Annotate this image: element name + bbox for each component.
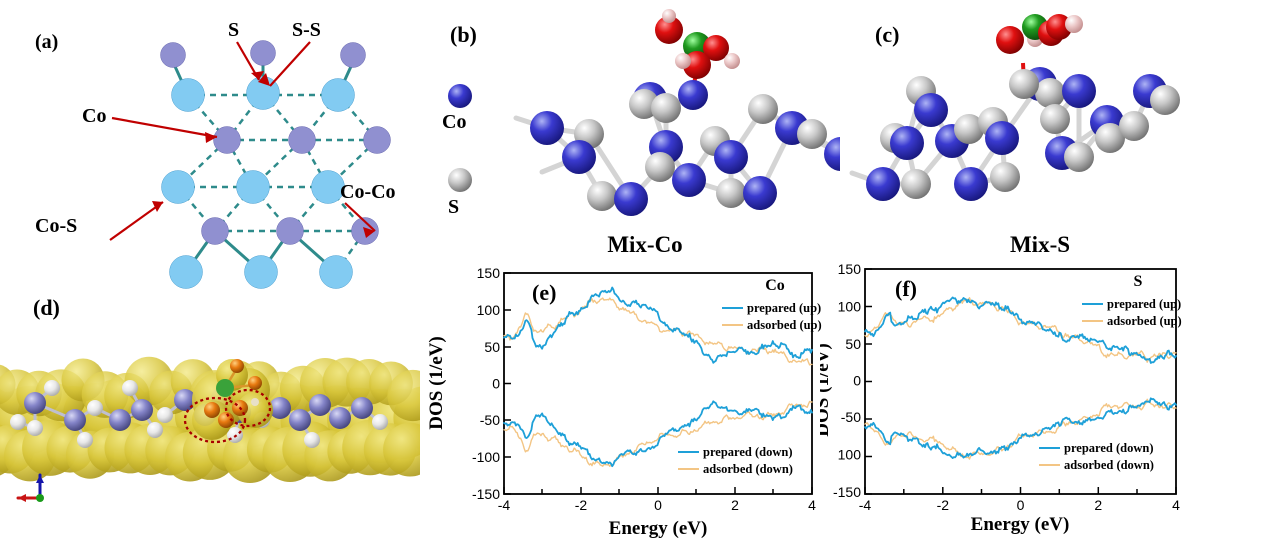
svg-text:Co: Co <box>765 277 785 294</box>
svg-text:prepared (up): prepared (up) <box>747 301 821 315</box>
svg-text:adsorbed (down): adsorbed (down) <box>703 462 793 476</box>
svg-text:adsorbed (up): adsorbed (up) <box>1107 314 1182 328</box>
svg-text:(b): (b) <box>450 22 477 47</box>
svg-text:prepared (down): prepared (down) <box>1064 441 1153 455</box>
svg-text:-2: -2 <box>575 497 588 513</box>
svg-text:S: S <box>1134 273 1143 290</box>
svg-text:150: 150 <box>838 261 862 277</box>
svg-text:Co-S: Co-S <box>35 215 77 237</box>
svg-text:Mix-S: Mix-S <box>1010 232 1070 257</box>
svg-text:100: 100 <box>477 302 501 318</box>
svg-text:(a): (a) <box>35 31 58 53</box>
svg-text:-50: -50 <box>841 409 861 425</box>
svg-text:0: 0 <box>654 497 662 513</box>
svg-text:S: S <box>448 196 459 218</box>
svg-text:-4: -4 <box>498 497 511 513</box>
svg-text:DOS (1/eV): DOS (1/eV) <box>820 343 833 436</box>
svg-text:Co-Co: Co-Co <box>340 181 396 203</box>
svg-text:(f): (f) <box>895 276 917 301</box>
svg-text:4: 4 <box>1172 497 1180 513</box>
svg-text:-100: -100 <box>472 449 500 465</box>
svg-text:0: 0 <box>853 373 861 389</box>
svg-text:-150: -150 <box>833 484 861 500</box>
svg-text:100: 100 <box>838 299 862 315</box>
svg-text:Energy (eV): Energy (eV) <box>971 514 1070 535</box>
svg-text:Mix-Co: Mix-Co <box>607 232 682 257</box>
svg-text:S: S <box>228 19 239 41</box>
svg-text:adsorbed (down): adsorbed (down) <box>1064 458 1154 472</box>
svg-text:Co: Co <box>82 105 106 127</box>
svg-text:50: 50 <box>484 339 500 355</box>
svg-text:S-S: S-S <box>292 19 321 41</box>
svg-text:(e): (e) <box>532 280 556 305</box>
svg-text:DOS (1/eV): DOS (1/eV) <box>426 336 447 429</box>
svg-text:150: 150 <box>477 265 501 281</box>
svg-text:0: 0 <box>1017 497 1025 513</box>
svg-text:0: 0 <box>492 376 500 392</box>
svg-text:prepared (down): prepared (down) <box>703 445 792 459</box>
svg-text:prepared (up): prepared (up) <box>1107 297 1181 311</box>
svg-text:2: 2 <box>731 497 739 513</box>
svg-text:-2: -2 <box>937 497 950 513</box>
svg-text:-50: -50 <box>480 412 500 428</box>
svg-text:100: 100 <box>838 447 862 463</box>
svg-text:Energy (eV): Energy (eV) <box>609 518 708 539</box>
svg-text:2: 2 <box>1094 497 1102 513</box>
svg-text:Co: Co <box>442 111 466 133</box>
svg-text:(c): (c) <box>875 22 899 47</box>
svg-text:-150: -150 <box>472 486 500 502</box>
svg-text:adsorbed (up): adsorbed (up) <box>747 318 822 332</box>
svg-text:4: 4 <box>808 497 816 513</box>
svg-text:50: 50 <box>845 336 861 352</box>
svg-text:-4: -4 <box>859 497 872 513</box>
